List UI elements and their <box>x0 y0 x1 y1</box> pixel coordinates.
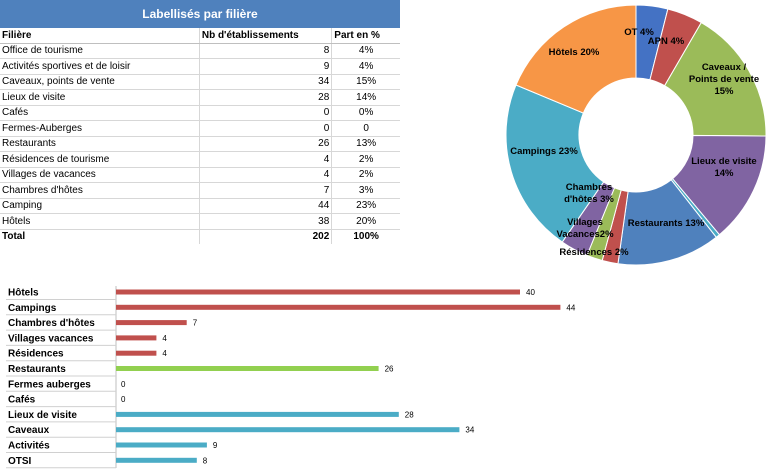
row-name: Office de tourisme <box>0 43 200 59</box>
category-label: Campings <box>8 303 57 314</box>
bar-value-label: 0 <box>121 380 126 389</box>
table-row: Restaurants 26 13% <box>0 136 400 152</box>
header-filiere: Filière <box>0 28 200 44</box>
row-count: 9 <box>199 58 333 75</box>
category-label: Hôtels <box>8 288 39 299</box>
bar-value-label: 34 <box>465 426 474 435</box>
total-label: Total <box>0 229 200 244</box>
row-name: Caveaux, points de vente <box>0 74 200 90</box>
bar <box>116 411 399 417</box>
table-row: Résidences de tourisme 4 2% <box>0 151 400 168</box>
bar <box>116 335 157 341</box>
table-row: Fermes-Auberges 0 0 <box>0 120 400 137</box>
bar-value-label: 9 <box>213 441 218 450</box>
row-share: 13% <box>331 136 400 152</box>
category-label: Villages vacances <box>8 333 94 344</box>
bar-value-label: 26 <box>385 365 394 374</box>
row-name: Résidences de tourisme <box>0 151 200 168</box>
table-header-row: Filière Nb d'établissements Part en % <box>0 28 400 44</box>
table-row: Chambres d'hôtes 7 3% <box>0 182 400 199</box>
table-row: Lieux de visite 28 14% <box>0 89 400 106</box>
row-share: 14% <box>331 89 400 106</box>
row-name: Lieux de visite <box>0 89 200 106</box>
row-name: Fermes-Auberges <box>0 120 200 137</box>
bar <box>116 350 157 356</box>
row-count: 28 <box>199 89 333 106</box>
category-label: Cafés <box>8 395 36 406</box>
total-count: 202 <box>199 229 333 244</box>
row-share: 4% <box>331 43 400 59</box>
bar-value-label: 7 <box>193 319 198 328</box>
row-share: 2% <box>331 151 400 168</box>
data-table: Filière Nb d'établissements Part en % Of… <box>0 28 400 244</box>
bar <box>116 427 460 433</box>
row-count: 7 <box>199 182 333 199</box>
bar-value-label: 8 <box>203 456 208 465</box>
row-count: 0 <box>199 105 333 121</box>
bar <box>116 289 520 295</box>
row-count: 34 <box>199 74 333 90</box>
category-label: Restaurants <box>8 364 66 375</box>
bar-value-label: 44 <box>566 303 575 312</box>
bar-value-label: 4 <box>162 349 167 358</box>
category-label: Résidences <box>8 349 64 360</box>
bar-value-label: 4 <box>162 334 167 343</box>
row-share: 23% <box>331 198 400 214</box>
row-share: 20% <box>331 213 400 230</box>
row-share: 15% <box>331 74 400 90</box>
total-share: 100% <box>353 231 379 243</box>
row-name: Villages de vacances <box>0 167 200 183</box>
table-row: Activités sportives et de loisir 9 4% <box>0 58 400 75</box>
row-name: Chambres d'hôtes <box>0 182 200 199</box>
bar <box>116 320 187 326</box>
row-name: Cafés <box>0 105 200 121</box>
table-row: Hôtels 38 20% <box>0 213 400 230</box>
category-label: Activités <box>8 441 50 452</box>
table-total-row: Total 202 100% <box>0 229 400 244</box>
row-count: 4 <box>199 151 333 168</box>
category-label: Chambres d'hôtes <box>8 318 95 329</box>
table-row: Camping 44 23% <box>0 198 400 214</box>
row-name: Restaurants <box>0 136 200 152</box>
row-count: 8 <box>199 43 333 59</box>
header-share: Part en % <box>331 28 400 44</box>
bar-value-label: 40 <box>526 288 535 297</box>
table-title: Labellisés par filière <box>0 0 400 28</box>
bar <box>116 442 207 448</box>
bar <box>116 304 561 310</box>
row-name: Camping <box>0 198 200 214</box>
category-label: Fermes auberges <box>8 379 91 390</box>
row-count: 38 <box>199 213 333 230</box>
table-row: Office de tourisme 8 4% <box>0 43 400 59</box>
bar <box>116 366 379 371</box>
category-label: OTSI <box>8 456 32 467</box>
table-row: Cafés 0 0% <box>0 105 400 121</box>
establishments-table: Labellisés par filière Filière Nb d'étab… <box>0 0 400 244</box>
table-row: Villages de vacances 4 2% <box>0 167 400 183</box>
table-row: Caveaux, points de vente 34 15% <box>0 74 400 90</box>
category-label: Caveaux <box>8 425 50 436</box>
row-share: 2% <box>331 167 400 183</box>
row-name: Hôtels <box>0 213 200 230</box>
row-share: 3% <box>331 182 400 199</box>
row-count: 26 <box>199 136 333 152</box>
row-share: 0% <box>331 105 400 121</box>
row-count: 44 <box>199 198 333 214</box>
bar-value-label: 28 <box>405 410 414 419</box>
category-label: Lieux de visite <box>8 410 77 421</box>
row-count: 0 <box>199 120 333 137</box>
bar <box>116 457 197 463</box>
row-share: 0 <box>331 120 400 137</box>
bar-value-label: 0 <box>121 395 126 404</box>
header-count: Nb d'établissements <box>199 28 333 44</box>
row-share: 4% <box>331 58 400 75</box>
row-count: 4 <box>199 167 333 183</box>
row-name: Activités sportives et de loisir <box>0 58 200 75</box>
